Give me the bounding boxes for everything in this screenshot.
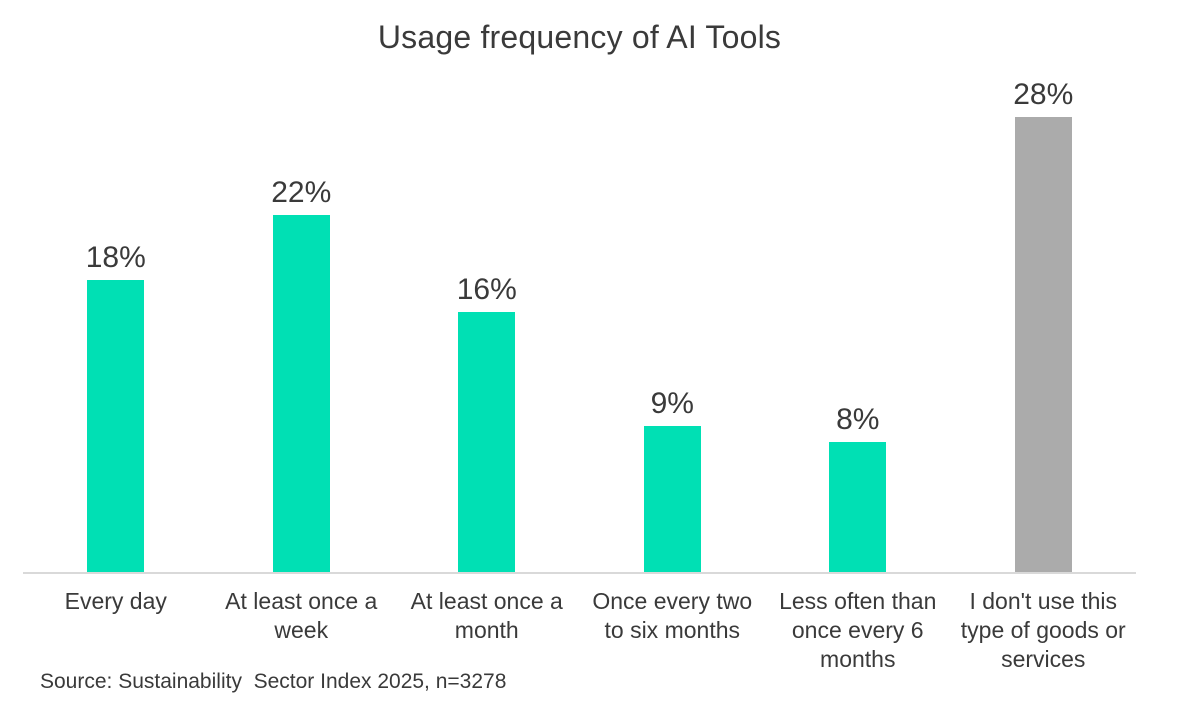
bar bbox=[829, 442, 887, 572]
bar bbox=[458, 312, 516, 572]
bar-value-label: 18% bbox=[85, 240, 146, 274]
source-note: Source: Sustainability Sector Index 2025… bbox=[40, 670, 507, 693]
bar-column: 28% bbox=[951, 78, 1137, 572]
bar-column: 9% bbox=[580, 387, 766, 572]
bar-value-label: 22% bbox=[271, 175, 332, 209]
bar-value-label: 8% bbox=[836, 403, 880, 436]
bar-value-label: 28% bbox=[1013, 78, 1074, 111]
bar-value-label: 9% bbox=[650, 386, 694, 420]
bar bbox=[643, 425, 701, 572]
bar-column: 8% bbox=[765, 403, 951, 572]
bar-column: 22% bbox=[209, 175, 395, 572]
chart-area: Usage frequency of AI Tools 18% 22% 16% 9% 8… bbox=[23, 0, 1136, 674]
chart-title: Usage frequency of AI Tools bbox=[377, 19, 782, 55]
bar-value-label: 16% bbox=[456, 273, 517, 306]
plot-area: 18% 22% 16% 9% 8% 28% bbox=[23, 0, 1136, 574]
bar-column: 16% bbox=[394, 273, 580, 572]
bar bbox=[272, 214, 330, 572]
category-label: Less often than once every 6 months bbox=[779, 588, 937, 672]
bar bbox=[87, 279, 145, 572]
category-axis: Every day At least once a week At least on… bbox=[23, 587, 1136, 674]
category-label: At least once a week bbox=[225, 588, 378, 643]
category-label: Every day bbox=[64, 588, 167, 614]
category-label: I don't use this type of goods or servic… bbox=[960, 588, 1126, 672]
category-label: Once every two to six months bbox=[592, 588, 753, 643]
bar bbox=[1014, 117, 1072, 572]
bar-column: 18% bbox=[23, 240, 209, 572]
category-label: At least once a month bbox=[410, 588, 563, 643]
